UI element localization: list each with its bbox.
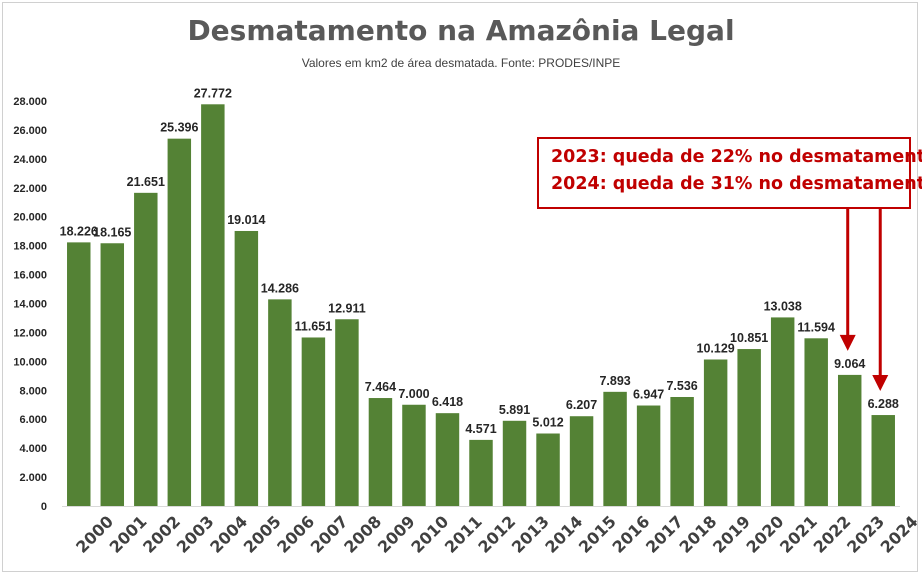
- bar-2021: [770, 317, 795, 506]
- chart-title: Desmatamento na Amazônia Legal: [187, 14, 735, 47]
- bar-2001: [100, 243, 125, 506]
- chart-subtitle: Valores em km2 de área desmatada. Fonte:…: [301, 56, 621, 70]
- data-label-2021: 13.038: [764, 299, 802, 313]
- x-tick-label-2018: 2018: [676, 512, 721, 557]
- bar-2022: [804, 338, 828, 506]
- y-tick-label: 16.000: [13, 270, 47, 282]
- x-tick-label-2011: 2011: [441, 512, 486, 557]
- bar-2014: [536, 433, 560, 506]
- x-tick-label-2001: 2001: [106, 512, 151, 557]
- bar-2004: [201, 104, 225, 507]
- bar-2008: [335, 319, 359, 506]
- bar-2006: [268, 299, 292, 506]
- data-label-2019: 10.129: [697, 341, 735, 355]
- x-tick-label-2000: 2000: [72, 512, 117, 557]
- x-tick-label-2010: 2010: [407, 512, 452, 557]
- x-tick-label-2022: 2022: [810, 512, 855, 557]
- y-tick-label: 24.000: [13, 154, 47, 166]
- bar-2009: [368, 398, 393, 506]
- y-tick-label: 22.000: [13, 183, 47, 195]
- data-label-2000: 18.226: [60, 224, 98, 238]
- data-label-2005: 19.014: [227, 213, 265, 227]
- bar-2016: [603, 391, 627, 506]
- x-tick-label-2012: 2012: [474, 512, 519, 557]
- y-tick-label: 26.000: [13, 125, 47, 137]
- data-label-2007: 11.651: [295, 319, 333, 333]
- annotation-2023: 2023: queda de 22% no desmatamento: [551, 147, 922, 167]
- bar-2023: [837, 374, 862, 506]
- x-tick-label-2020: 2020: [743, 512, 788, 557]
- x-tick-label-2003: 2003: [173, 512, 218, 557]
- bar-2007: [301, 337, 326, 506]
- y-tick-label: 20.000: [13, 212, 47, 224]
- bar-2019: [703, 359, 728, 506]
- y-tick-label: 8.000: [19, 385, 47, 397]
- data-label-2011: 6.418: [432, 395, 463, 409]
- data-label-2018: 7.536: [666, 379, 697, 393]
- y-tick-label: 10.000: [13, 356, 47, 368]
- x-tick-label-2009: 2009: [374, 512, 419, 557]
- y-tick-label: 4.000: [19, 443, 47, 455]
- data-label-2009: 7.464: [365, 380, 396, 394]
- bar-2017: [636, 405, 661, 506]
- annotation-box: 2023: queda de 22% no desmatamento 2024:…: [537, 137, 922, 209]
- y-tick-label: 6.000: [19, 414, 47, 426]
- bar-2000: [67, 242, 91, 506]
- x-tick-label-2016: 2016: [608, 512, 653, 557]
- data-label-2017: 6.947: [633, 388, 664, 402]
- data-label-2002: 21.651: [127, 175, 165, 189]
- data-label-2016: 7.893: [599, 374, 630, 388]
- data-label-2023: 9.064: [834, 357, 865, 371]
- x-tick-label-2019: 2019: [709, 512, 754, 557]
- bar-2003: [167, 138, 192, 507]
- data-label-2014: 5.012: [532, 416, 563, 430]
- y-tick-label: 28.000: [13, 96, 47, 108]
- x-tick-label-2021: 2021: [776, 512, 821, 557]
- data-label-2008: 12.911: [328, 301, 366, 315]
- data-label-2012: 4.571: [465, 422, 496, 436]
- data-label-2015: 6.207: [566, 398, 597, 412]
- x-tick-label-2014: 2014: [541, 512, 586, 557]
- data-label-2013: 5.891: [499, 403, 530, 417]
- y-tick-label: 0: [41, 501, 47, 513]
- data-label-2024: 6.288: [868, 397, 899, 411]
- annotation-2024: 2024: queda de 31% no desmatamento: [551, 174, 922, 194]
- data-label-2022: 11.594: [797, 320, 835, 334]
- bar-2012: [469, 439, 493, 506]
- x-tick-label-2013: 2013: [508, 512, 553, 557]
- bar-2002: [134, 192, 158, 507]
- y-tick-label: 2.000: [19, 472, 47, 484]
- y-tick-label: 14.000: [13, 299, 47, 311]
- x-tick-label-2024: 2024: [877, 512, 922, 557]
- bar-2018: [670, 396, 694, 506]
- x-tick-label-2008: 2008: [340, 512, 385, 557]
- bar-2024: [871, 415, 895, 506]
- bar-2005: [234, 230, 259, 506]
- arrow-head-2023: [839, 334, 856, 351]
- bar-2010: [402, 404, 426, 506]
- data-label-2010: 7.000: [398, 387, 429, 401]
- bar-2013: [502, 420, 527, 506]
- data-label-2006: 14.286: [261, 281, 299, 295]
- x-tick-label-2002: 2002: [139, 512, 184, 557]
- y-tick-label: 18.000: [13, 241, 47, 253]
- bar-2020: [737, 349, 761, 506]
- x-tick-label-2005: 2005: [240, 512, 285, 557]
- x-tick-label-2004: 2004: [206, 512, 251, 557]
- arrow-head-2024: [872, 375, 889, 392]
- data-label-2003: 25.396: [160, 121, 198, 135]
- data-label-2004: 27.772: [194, 86, 232, 100]
- bar-2015: [569, 416, 594, 506]
- y-tick-label: 12.000: [13, 327, 47, 339]
- x-tick-label-2006: 2006: [273, 512, 318, 557]
- bar-2011: [435, 413, 460, 506]
- x-tick-label-2023: 2023: [843, 512, 888, 557]
- data-label-2020: 10.851: [730, 331, 768, 345]
- data-label-2001: 18.165: [93, 225, 131, 239]
- x-tick-label-2015: 2015: [575, 512, 620, 557]
- x-tick-label-2007: 2007: [307, 512, 352, 557]
- x-tick-label-2017: 2017: [642, 512, 687, 557]
